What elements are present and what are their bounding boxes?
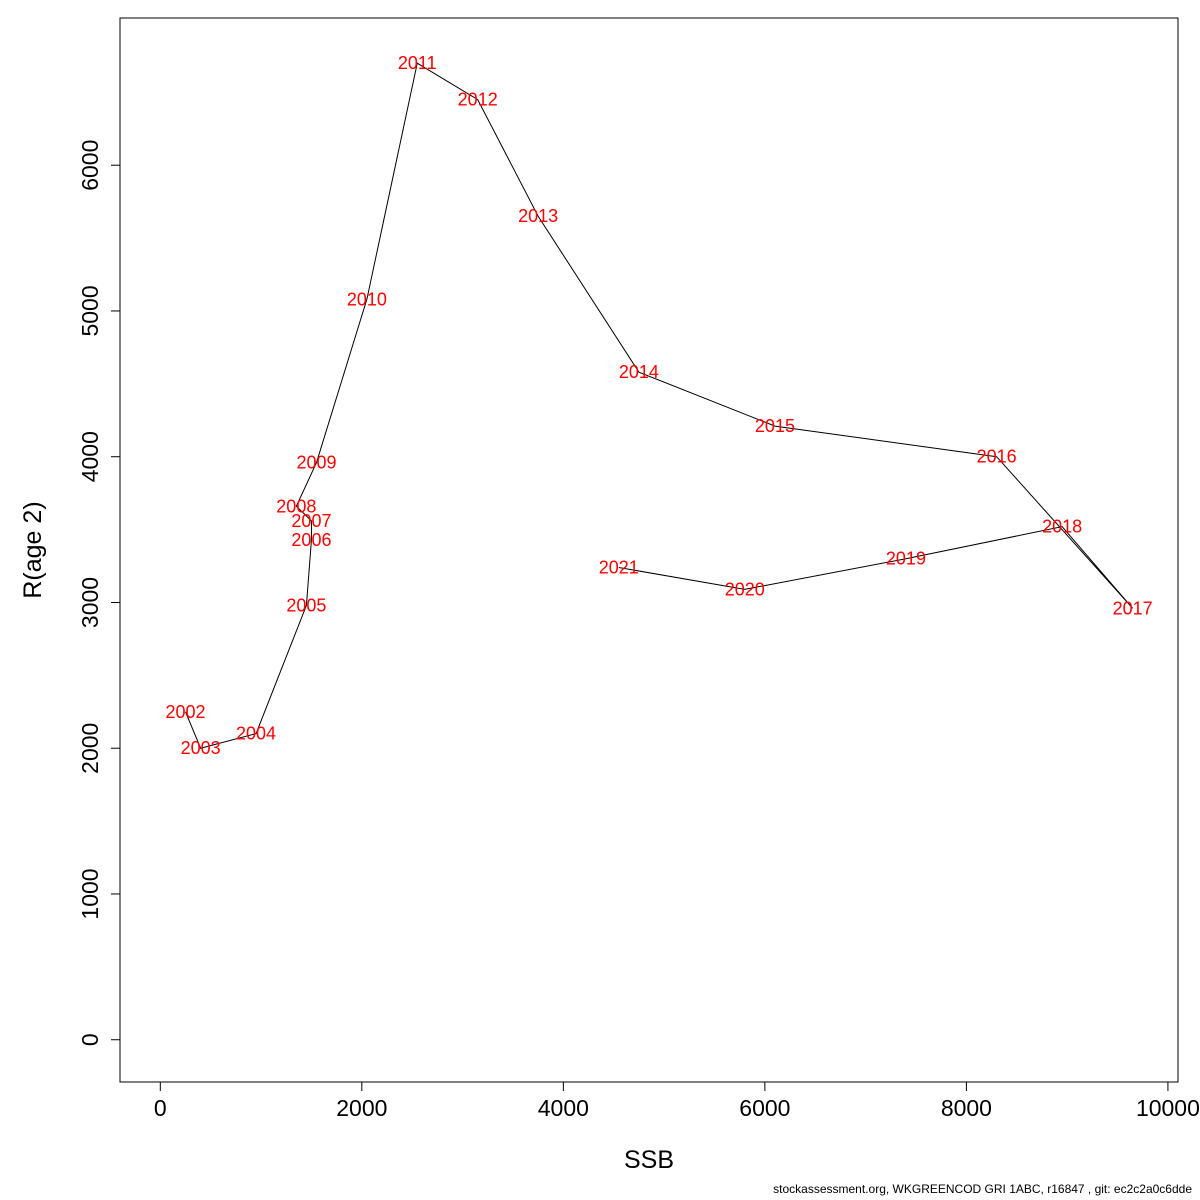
point-label-2006: 2006 <box>291 530 331 550</box>
point-label-2003: 2003 <box>181 738 221 758</box>
x-axis-title: SSB <box>624 1146 674 1174</box>
y-tick-label: 3000 <box>77 577 103 628</box>
y-tick-label: 5000 <box>77 285 103 336</box>
series-line <box>185 62 1134 749</box>
point-label-2009: 2009 <box>296 453 336 473</box>
point-label-2020: 2020 <box>725 579 765 599</box>
x-tick-label: 0 <box>154 1095 167 1121</box>
point-label-2013: 2013 <box>518 206 558 226</box>
point-label-2012: 2012 <box>458 90 498 110</box>
y-tick-label: 4000 <box>77 431 103 482</box>
point-label-2015: 2015 <box>755 416 795 436</box>
point-label-2007: 2007 <box>291 511 331 531</box>
x-tick-label: 10000 <box>1136 1095 1200 1121</box>
x-tick-label: 4000 <box>538 1095 589 1121</box>
y-tick-label: 0 <box>77 1033 103 1046</box>
footer-attribution: stockassessment.org, WKGREENCOD GRI 1ABC… <box>773 1182 1192 1196</box>
y-tick-label: 1000 <box>77 868 103 919</box>
x-tick-label: 8000 <box>941 1095 992 1121</box>
y-tick-label: 2000 <box>77 723 103 774</box>
y-axis-title: R(age 2) <box>19 501 47 598</box>
point-label-2010: 2010 <box>347 289 387 309</box>
point-label-2018: 2018 <box>1042 517 1082 537</box>
point-label-2014: 2014 <box>619 362 659 382</box>
plot-frame <box>119 17 1179 1083</box>
point-label-2011: 2011 <box>398 53 437 73</box>
point-label-2008: 2008 <box>276 496 316 516</box>
x-tick-label: 6000 <box>739 1095 790 1121</box>
point-label-2021: 2021 <box>599 557 639 577</box>
point-label-2019: 2019 <box>886 549 926 569</box>
point-label-2004: 2004 <box>236 724 276 744</box>
point-label-2002: 2002 <box>165 702 205 722</box>
point-label-2017: 2017 <box>1113 598 1153 618</box>
y-tick-label: 6000 <box>77 140 103 191</box>
point-label-2016: 2016 <box>977 447 1017 467</box>
point-label-2005: 2005 <box>286 595 326 615</box>
x-tick-label: 2000 <box>336 1095 387 1121</box>
